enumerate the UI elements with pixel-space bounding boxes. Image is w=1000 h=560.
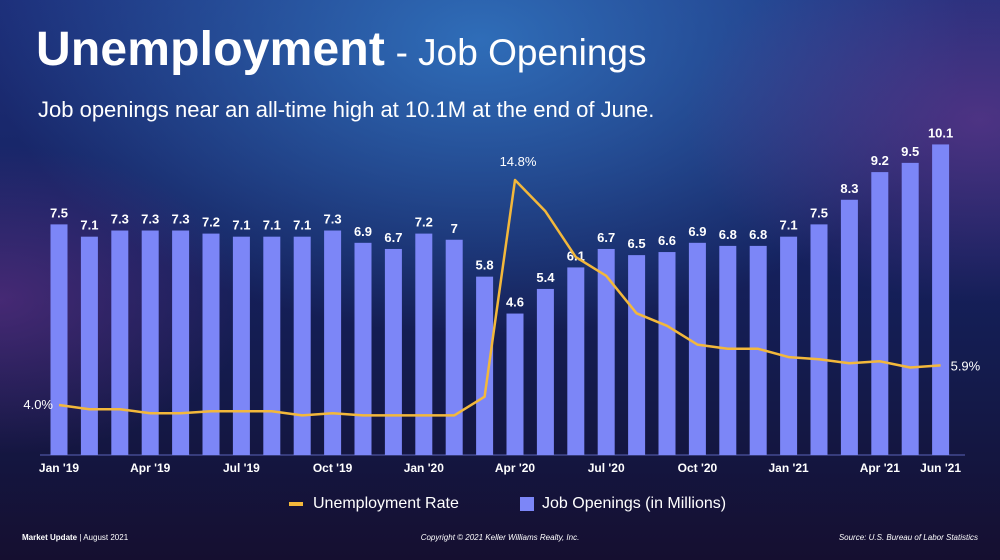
bar-label-21: 6.9 [688,224,706,239]
bar-3 [141,230,159,455]
legend-label-unemployment: Unemployment Rate [313,495,459,512]
bar-label-5: 7.2 [202,215,220,230]
x-tick-29: Jun '21 [920,461,961,475]
legend: Unemployment Rate Job Openings (in Milli… [0,495,1000,519]
x-tick-27: Apr '21 [860,461,901,475]
bar-label-2: 7.3 [111,212,129,227]
x-tick-18: Jul '20 [588,461,625,475]
x-tick-24: Jan '21 [768,461,809,475]
bar-label-20: 6.6 [658,233,676,248]
bar-label-0: 7.5 [50,205,68,220]
bar-17 [567,267,585,455]
x-tick-12: Jan '20 [404,461,445,475]
bar-11 [384,248,402,455]
line-label-15: 14.8% [500,154,537,169]
bar-1 [80,236,98,455]
x-tick-0: Jan '19 [39,461,80,475]
x-tick-15: Apr '20 [495,461,536,475]
bar-series [50,144,950,456]
bar-label-18: 6.7 [597,230,615,245]
bar-8 [293,236,311,455]
bar-13 [445,239,463,455]
bar-label-28: 9.5 [901,144,919,159]
bar-label-16: 5.4 [536,270,555,285]
bar-19 [628,255,646,455]
legend-item-job-openings: Job Openings (in Millions) [520,495,726,513]
bar-7 [263,236,281,455]
bar-label-3: 7.3 [141,212,159,227]
bar-18 [597,248,615,455]
legend-line-swatch [289,502,303,506]
legend-label-job-openings: Job Openings (in Millions) [542,495,727,512]
bar-9 [324,230,342,455]
line-series: 4.0% 14.8% 5.9% [23,154,981,417]
bar-label-8: 7.1 [293,218,311,233]
bar-label-23: 6.8 [749,227,767,242]
bar-26 [840,199,858,455]
bar-28 [901,162,919,455]
legend-item-unemployment: Unemployment Rate [289,495,459,513]
bar-label-13: 7 [451,221,458,236]
line-label-29: 5.9% [951,358,981,373]
x-tick-3: Apr '19 [130,461,171,475]
x-tick-9: Oct '19 [313,461,353,475]
unemployment-line [58,178,941,417]
bar-label-15: 4.6 [506,295,524,310]
bar-24 [780,236,798,455]
bar-label-19: 6.5 [628,236,646,251]
bar-23 [749,245,767,455]
x-tick-6: Jul '19 [223,461,260,475]
footer-source: Source: U.S. Bureau of Labor Statistics [838,533,978,542]
bar-15 [506,313,524,455]
bar-label-12: 7.2 [415,215,433,230]
footer-left: Market Update | August 2021 [22,533,128,542]
bar-label-10: 6.9 [354,224,372,239]
page-title: Unemployment - Job Openings [36,22,647,77]
bar-0 [50,224,68,455]
footer: Market Update | August 2021 Copyright © … [0,530,1000,546]
bar-14 [476,276,494,455]
bar-4 [172,230,190,455]
x-tick-21: Oct '20 [678,461,718,475]
bar-label-4: 7.3 [172,212,190,227]
bar-22 [719,245,737,455]
bar-16 [536,288,554,455]
bar-label-9: 7.3 [324,212,342,227]
bar-2 [111,230,129,455]
bar-6 [232,236,250,455]
bar-label-22: 6.8 [719,227,737,242]
bar-12 [415,233,433,455]
x-tick-labels: Jan '19 Apr '19 Jul '19 Oct '19 Jan '20 Apr '… [39,461,961,475]
bar-25 [810,224,828,455]
bar-label-24: 7.1 [780,218,798,233]
bar-label-11: 6.7 [384,230,402,245]
footer-left-bold: Market Update [22,533,78,542]
title-main: Unemployment [36,23,386,76]
legend-bar-swatch [520,497,534,511]
bar-20 [658,252,676,455]
footer-copyright: Copyright © 2021 Keller Williams Realty,… [420,533,580,542]
bar-label-7: 7.1 [263,218,281,233]
bar-label-1: 7.1 [80,218,98,233]
bar-label-29: 10.1 [928,125,953,140]
line-label-0: 4.0% [23,397,53,412]
title-sub: - Job Openings [395,32,647,73]
bar-label-27: 9.2 [871,153,889,168]
bar-27 [871,172,889,455]
bar-label-25: 7.5 [810,205,828,220]
bar-label-6: 7.1 [232,218,250,233]
bar-label-14: 5.8 [476,258,494,273]
bar-21 [688,242,706,455]
subtitle: Job openings near an all-time high at 10… [38,97,655,122]
bar-5 [202,233,220,455]
bar-label-26: 8.3 [840,181,858,196]
bar-10 [354,242,372,455]
footer-left-rest: | August 2021 [79,533,129,542]
bar-29 [932,144,950,456]
